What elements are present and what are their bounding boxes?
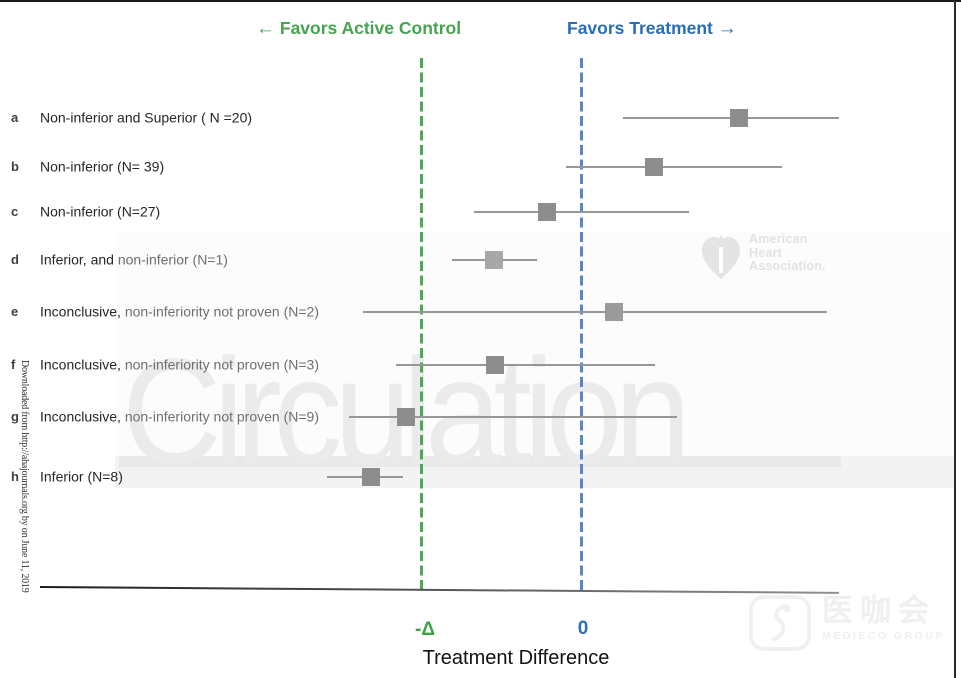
point-estimate-marker <box>362 468 380 486</box>
brand-watermark-subtext: MEDIECO GROUP <box>822 630 945 642</box>
left-arrow-icon: ← <box>256 18 275 39</box>
row-letter: b <box>11 159 19 175</box>
aha-line-heart: Heart <box>749 245 782 260</box>
row-label-secondary: non-inferiority not proven (N=2) <box>120 303 319 320</box>
row-label: Inconclusive, non-inferiority not proven… <box>40 409 319 425</box>
tick-zero: 0 <box>577 618 589 639</box>
watermark-underline-bar <box>119 456 841 467</box>
row-letter: f <box>11 357 16 373</box>
row-label-primary: Inconclusive, <box>40 303 121 320</box>
row-label: Non-inferior (N=27) <box>40 204 160 220</box>
row-label: Inferior, and non-inferior (N=1) <box>40 252 228 268</box>
page-top-border <box>0 0 961 2</box>
row-letter: c <box>11 204 19 220</box>
point-estimate-marker <box>397 408 415 426</box>
row-label: Inferior (N=8) <box>40 469 123 485</box>
point-estimate-marker <box>730 109 748 127</box>
row-label: Inconclusive, non-inferiority not proven… <box>40 357 319 373</box>
margin-reference-line <box>420 58 423 592</box>
brand-watermark: 医咖会 MEDIECO GROUP <box>748 594 945 657</box>
row-label: Non-inferior and Superior ( N =20) <box>40 110 252 126</box>
page-right-border <box>954 0 956 678</box>
row-letter: g <box>11 409 19 425</box>
row-label-primary: Non-inferior and Superior ( N =20) <box>40 109 253 126</box>
row-label: Non-inferior (N= 39) <box>40 159 164 175</box>
row-label-secondary: non-inferior (N=1) <box>117 251 228 268</box>
row-label-primary: Inferior (N=8) <box>40 468 123 485</box>
point-estimate-marker <box>645 158 663 176</box>
tick-neg-delta: -Δ <box>415 619 435 640</box>
row-letter: a <box>11 110 19 126</box>
right-arrow-icon: → <box>717 18 737 39</box>
point-estimate-marker <box>538 203 556 221</box>
brand-watermark-cjk: 医咖会 <box>822 593 936 628</box>
aha-line-american: American <box>749 232 808 246</box>
row-label-secondary: non-inferiority not proven (N=3) <box>120 356 319 373</box>
confidence-interval-line <box>363 311 827 313</box>
row-label-primary: Non-inferior (N= 39) <box>40 158 165 175</box>
watermark-background-block <box>115 232 955 456</box>
row-label-primary: Inferior, and <box>40 251 118 268</box>
zero-reference-line <box>580 58 583 592</box>
row-label-secondary: non-inferiority not proven (N=9) <box>120 408 319 425</box>
row-label-primary: Inconclusive, <box>40 408 121 425</box>
aha-watermark-text: American Heart Association. <box>749 232 826 274</box>
row-label-primary: Non-inferior (N=27) <box>40 203 161 220</box>
brand-logo-icon <box>748 594 812 657</box>
download-note: Downloaded from http://ahajournals.org b… <box>19 360 30 593</box>
x-axis-line <box>39 586 839 594</box>
row-letter: e <box>11 304 19 320</box>
favors-active-control-label: Favors Active Control <box>279 18 462 38</box>
confidence-interval-line <box>396 364 655 366</box>
favors-treatment-header: Favors Treatment → <box>567 18 737 40</box>
row-label: Inconclusive, non-inferiority not proven… <box>40 304 319 320</box>
point-estimate-marker <box>485 251 503 269</box>
confidence-interval-line <box>349 416 677 418</box>
favors-active-control-header: ← Favors Active Control <box>256 18 461 40</box>
row-letter: h <box>11 469 19 485</box>
confidence-interval-line <box>566 166 782 168</box>
x-axis-title: Treatment Difference <box>422 647 610 669</box>
favors-treatment-label: Favors Treatment <box>567 18 713 38</box>
aha-heart-torch-icon <box>700 233 742 288</box>
aha-line-association: Association. <box>749 259 826 273</box>
aha-watermark: American Heart Association. <box>700 232 826 288</box>
point-estimate-marker <box>486 356 504 374</box>
confidence-interval-line <box>474 211 689 213</box>
row-letter: d <box>11 252 19 268</box>
row-label-primary: Inconclusive, <box>40 356 121 373</box>
point-estimate-marker <box>605 303 623 321</box>
